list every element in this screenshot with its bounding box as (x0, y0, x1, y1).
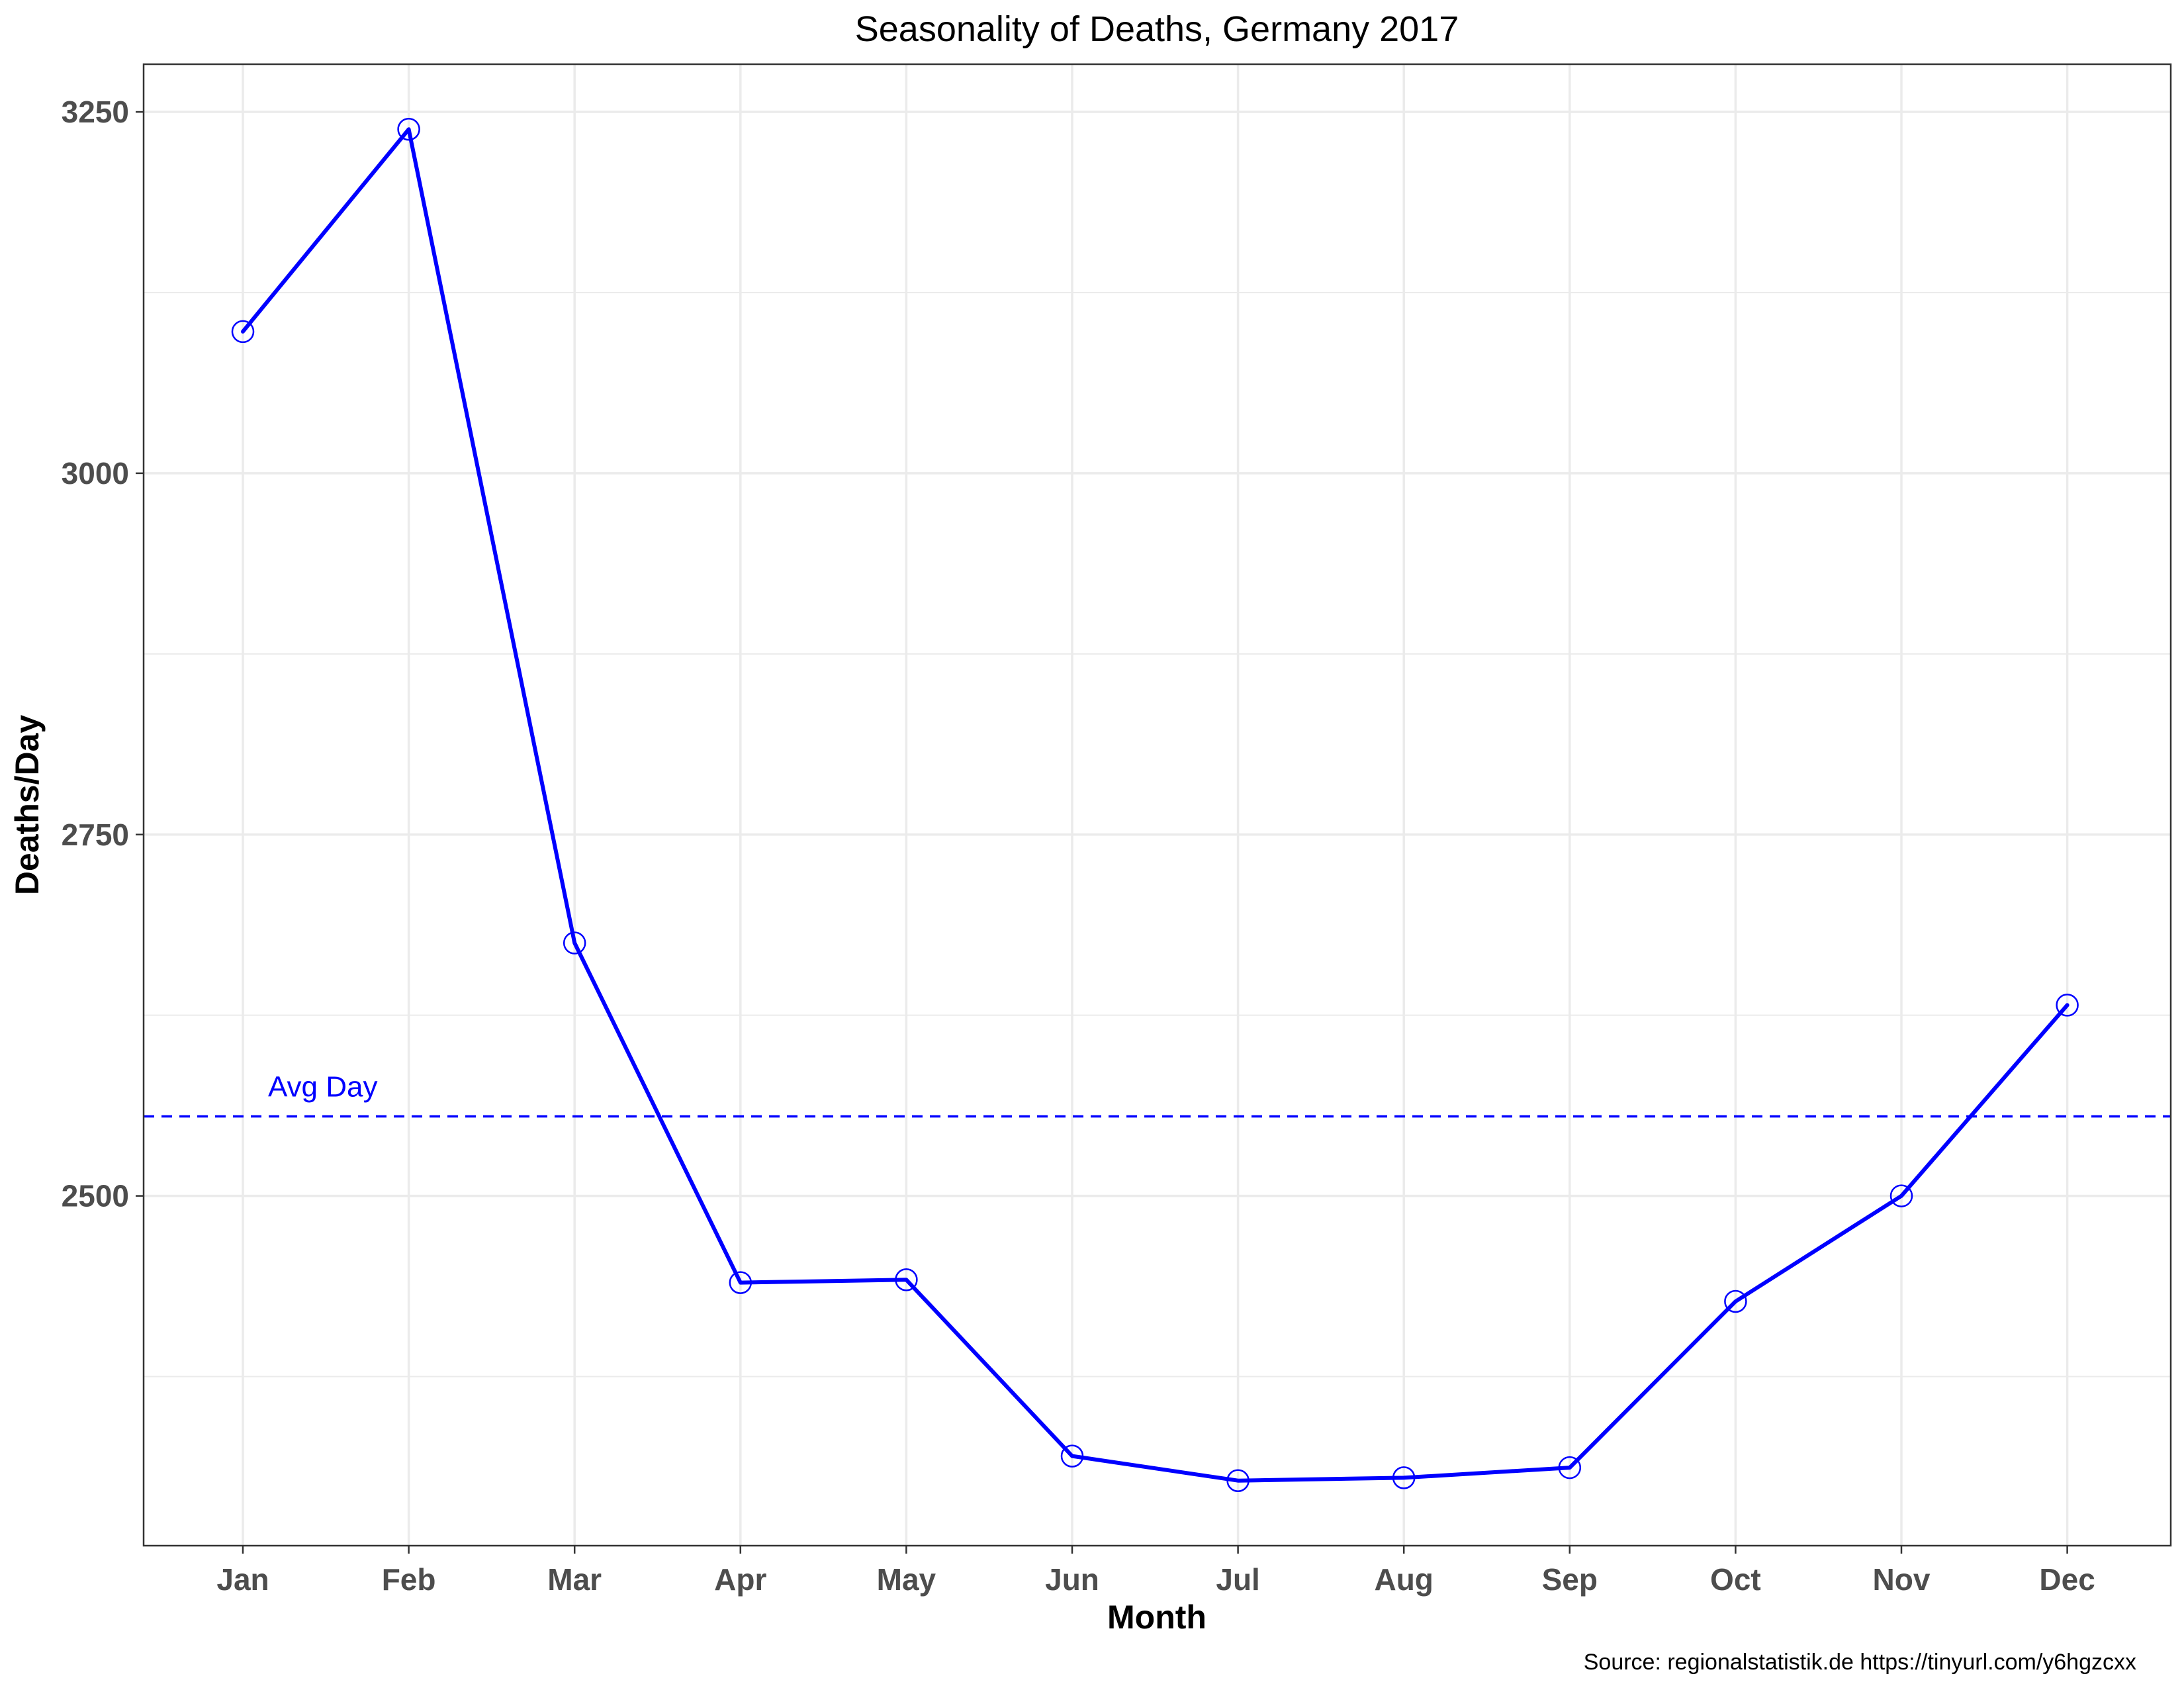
series-group (231, 118, 2079, 1492)
data-point-nov (1889, 1184, 1913, 1207)
data-point-oct (1724, 1289, 1747, 1313)
x-axis-title: Month (1107, 1599, 1206, 1636)
y-axis-title: Deaths/Day (9, 715, 46, 896)
x-tick-label-jun: Jun (1045, 1562, 1099, 1597)
axes: 2500 2750 3000 3250 Jan Feb Mar Apr May Jun Jul Aug… (62, 95, 2095, 1597)
x-tick-label-jul: Jul (1216, 1562, 1259, 1597)
grid (144, 64, 2171, 1546)
x-tick-label-dec: Dec (2039, 1562, 2095, 1597)
data-point-sep (1558, 1456, 1582, 1479)
x-tick-label-oct: Oct (1710, 1562, 1761, 1597)
data-point-dec (2056, 994, 2079, 1017)
data-point-jul (1226, 1469, 1250, 1492)
x-tick-label-feb: Feb (382, 1562, 436, 1597)
x-tick-label-mar: Mar (547, 1562, 602, 1597)
chart-title: Seasonality of Deaths, Germany 2017 (855, 9, 1459, 49)
data-point-apr (729, 1271, 752, 1294)
y-tick-label: 3000 (62, 456, 129, 491)
x-tick-label-sep: Sep (1542, 1562, 1598, 1597)
y-tick-label: 2500 (62, 1179, 129, 1213)
panel-border (142, 63, 2172, 1547)
data-point-jan (231, 320, 255, 344)
y-tick-label: 2750 (62, 818, 129, 852)
series-line (241, 127, 2070, 1483)
reference-line-group: Avg Day (144, 1071, 2171, 1118)
data-point-feb (397, 118, 420, 141)
source-caption: Source: regionalstatistik.de https://tin… (1584, 1650, 2136, 1675)
data-point-aug (1392, 1466, 1416, 1489)
data-point-mar (563, 931, 586, 955)
data-point-may (895, 1268, 918, 1291)
x-tick-label-may: May (877, 1562, 936, 1597)
data-point-jun (1060, 1444, 1084, 1468)
x-tick-label-nov: Nov (1873, 1562, 1931, 1597)
x-tick-label-apr: Apr (714, 1562, 766, 1597)
y-tick-label: 3250 (62, 95, 129, 129)
x-tick-label-jan: Jan (216, 1562, 269, 1597)
average-day-label: Avg Day (268, 1071, 378, 1103)
x-tick-label-aug: Aug (1374, 1562, 1433, 1597)
